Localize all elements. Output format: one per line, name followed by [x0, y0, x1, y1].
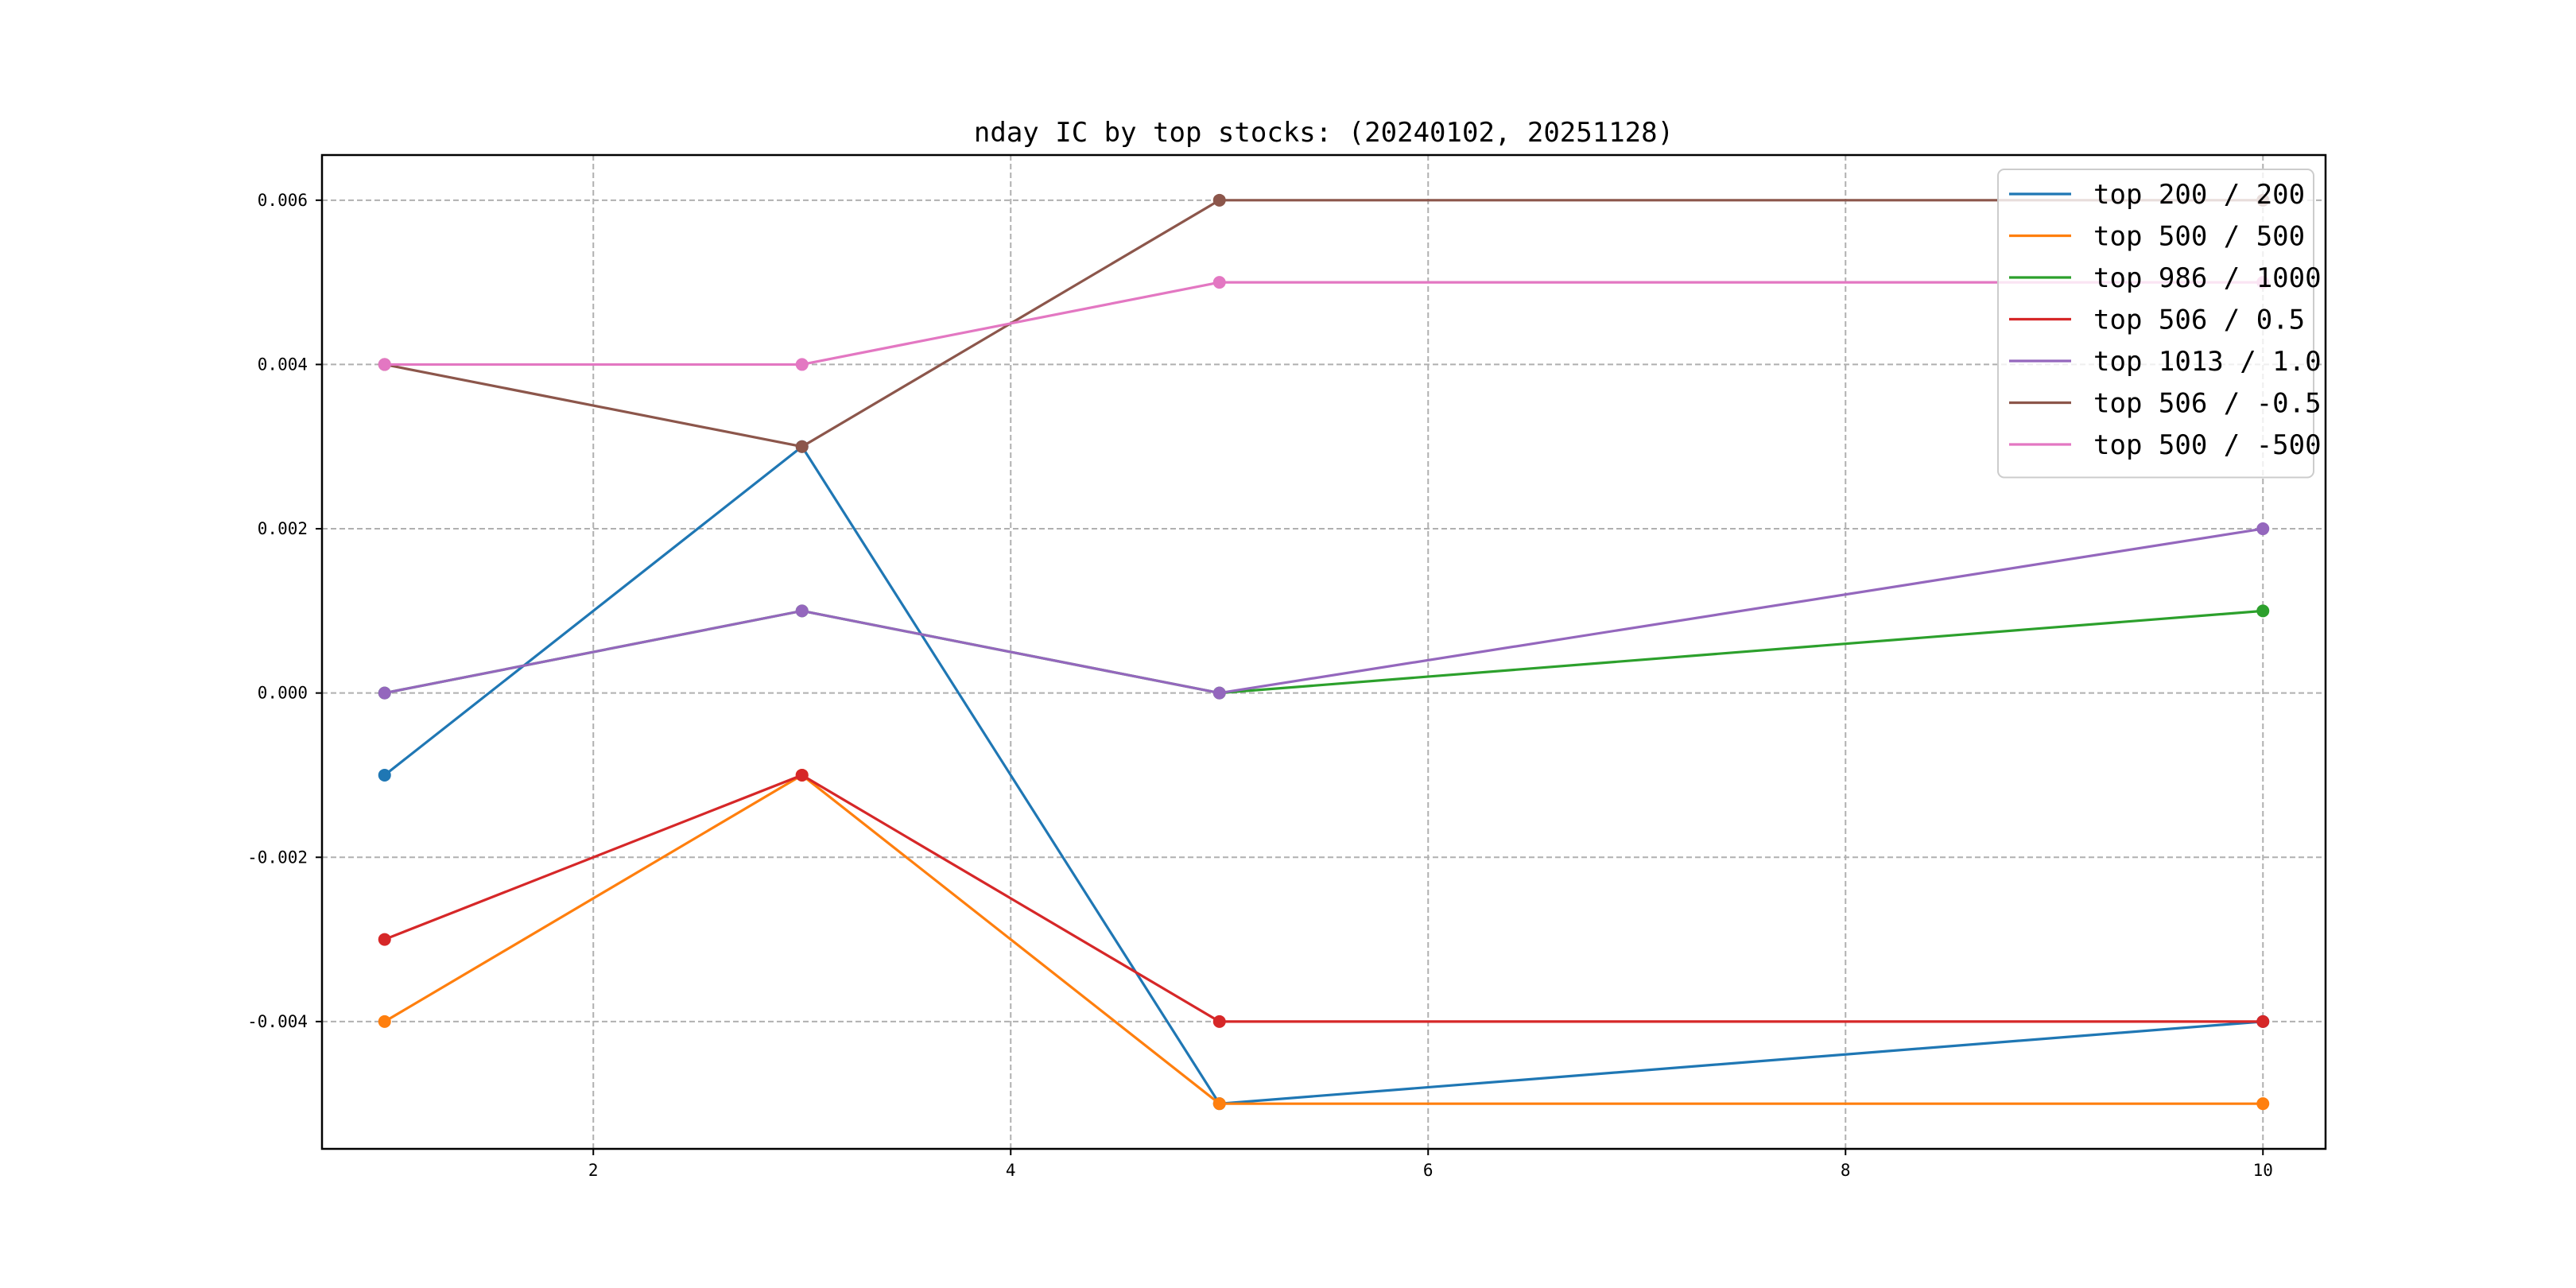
series-line [383, 444, 2264, 1105]
data-point [378, 686, 391, 700]
data-point [795, 604, 809, 618]
legend-entry: top 500 / 500 [2009, 221, 2305, 253]
data-point [378, 1014, 391, 1028]
legend-entry: top 200 / 200 [2009, 179, 2305, 211]
tick-labels: 2 4 6 8 10 -0.004 -0.002 0.000 0.002 0.004 0.006 [247, 191, 2273, 1180]
x-tick-label: 2 [588, 1161, 599, 1180]
legend-entry: top 986 / 1000 [2009, 262, 2322, 294]
legend-label: top 506 / 0.5 [2093, 305, 2305, 336]
legend-entry: top 506 / 0.5 [2009, 305, 2305, 336]
chart-title: nday IC by top stocks: (20240102, 202511… [974, 117, 1674, 149]
data-point [378, 768, 391, 782]
series-4 [378, 768, 2270, 1028]
data-point [1212, 1097, 1226, 1111]
y-tick-label: 0.002 [258, 519, 308, 538]
legend: top 200 / 200 top 500 / 500 top 986 / 1000… [1997, 169, 2322, 479]
legend-entry: top 1013 / 1.0 [2009, 346, 2322, 378]
legend-label: top 500 / 500 [2093, 221, 2305, 253]
data-point [2256, 522, 2270, 536]
data-point [1212, 193, 1226, 207]
data-point [378, 933, 391, 946]
series-line [384, 281, 2264, 367]
data-point [1212, 276, 1226, 289]
data-point [795, 358, 809, 371]
data-point [378, 358, 391, 371]
series-group [378, 193, 2270, 1111]
series-line [384, 527, 2264, 695]
series-5 [378, 522, 2270, 700]
y-tick-label: 0.006 [258, 191, 308, 210]
x-tick-label: 6 [1423, 1161, 1433, 1180]
data-point [1212, 686, 1226, 700]
series-line [383, 774, 2264, 1105]
data-point [795, 768, 809, 782]
y-tick-label: -0.002 [247, 848, 308, 867]
data-point [795, 440, 809, 453]
data-point [2256, 604, 2270, 618]
data-point [1212, 1014, 1226, 1028]
legend-entry: top 506 / -0.5 [2009, 388, 2322, 420]
legend-entry: top 500 / -500 [2009, 429, 2322, 461]
x-tick-label: 10 [2253, 1161, 2273, 1180]
x-tick-label: 4 [1006, 1161, 1016, 1180]
legend-label: top 500 / -500 [2093, 429, 2322, 461]
legend-label: top 506 / -0.5 [2093, 388, 2322, 420]
legend-label: top 200 / 200 [2093, 179, 2305, 211]
series-line [384, 774, 2264, 1023]
y-tick-label: 0.000 [258, 684, 308, 703]
legend-label: top 986 / 1000 [2093, 262, 2322, 294]
data-point [2256, 1097, 2270, 1111]
data-point [2256, 1014, 2270, 1028]
x-tick-label: 8 [1841, 1161, 1851, 1180]
legend-box [1997, 169, 2314, 479]
legend-label: top 1013 / 1.0 [2093, 346, 2322, 378]
y-tick-label: 0.004 [258, 355, 308, 374]
y-tick-label: -0.004 [247, 1012, 308, 1031]
axes-frame [320, 153, 2327, 1150]
